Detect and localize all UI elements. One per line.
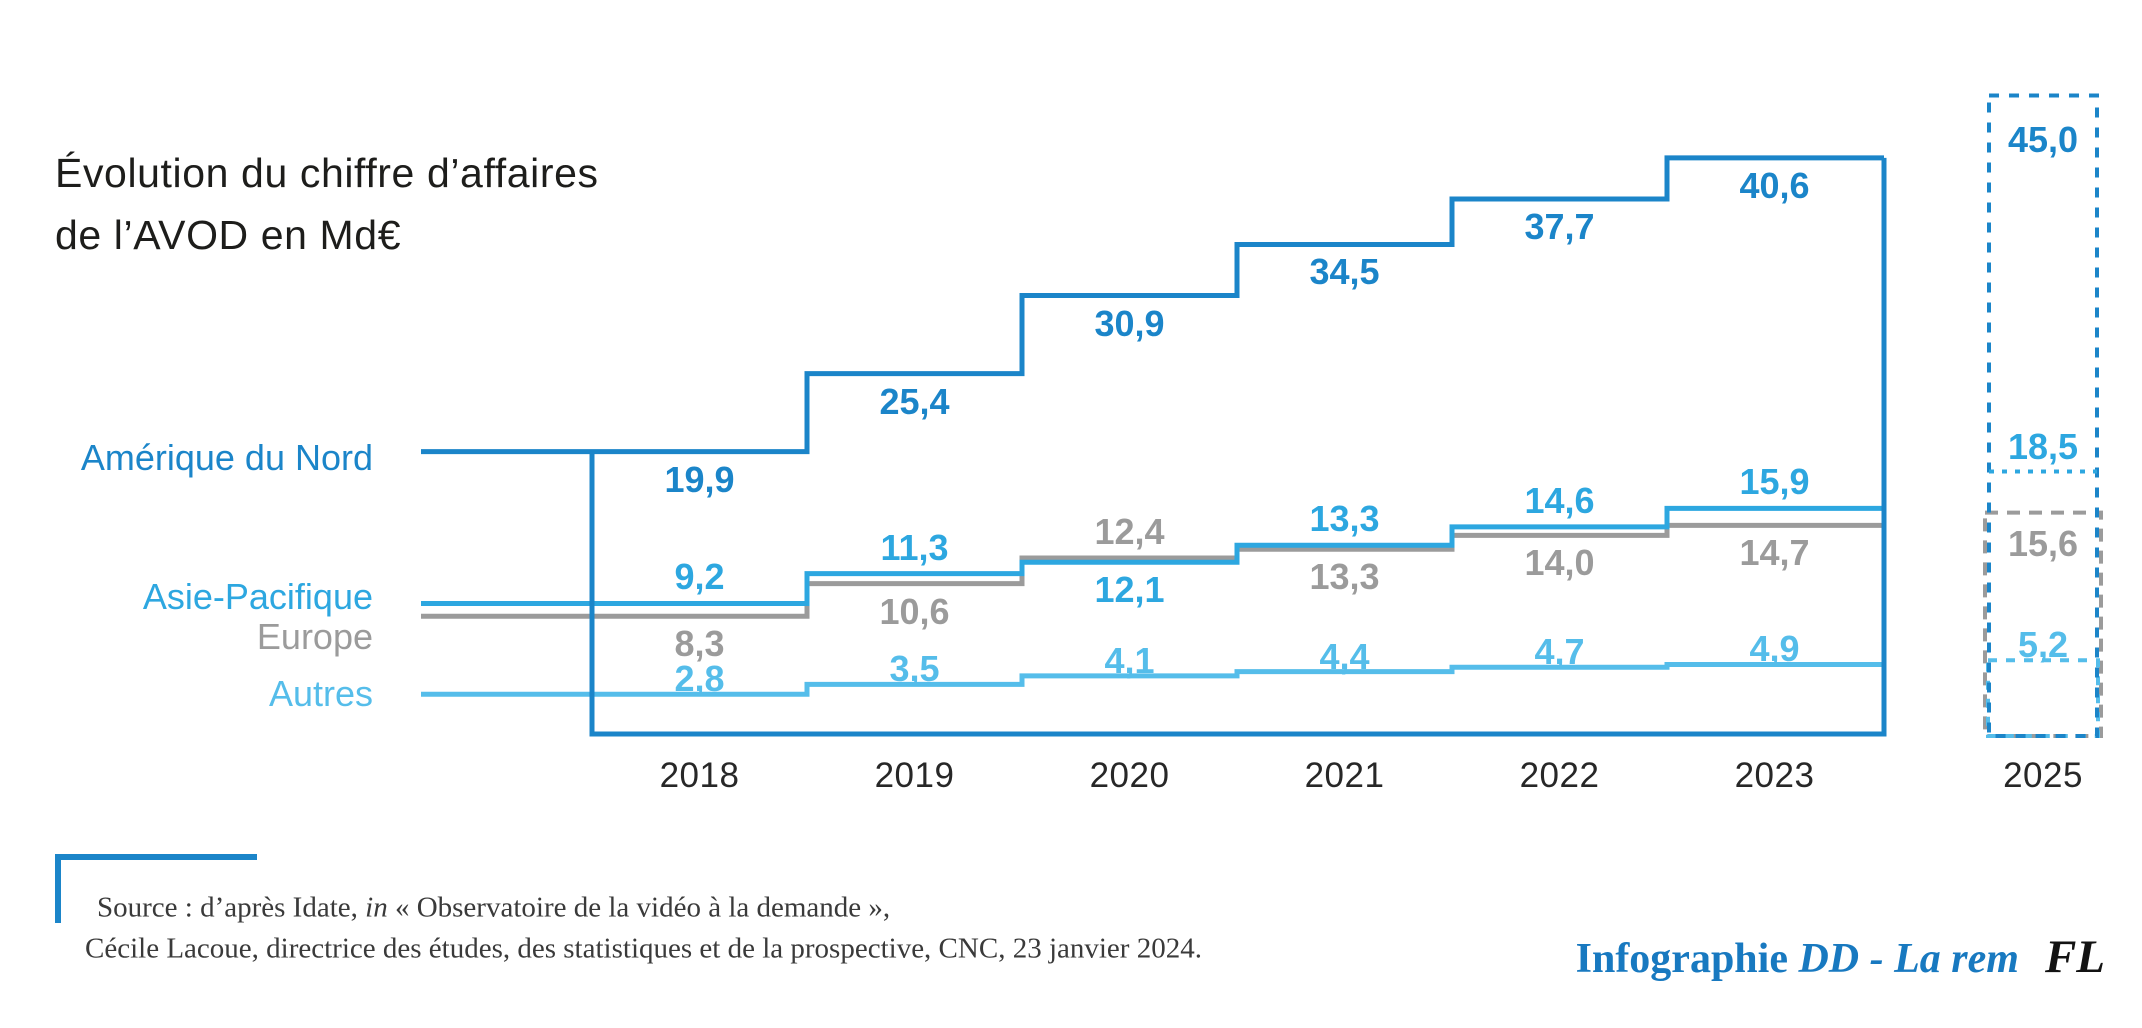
axis-label-2023: 2023 (1734, 756, 1815, 795)
series-label-europe: Europe (256, 616, 373, 657)
source-prefix: Source : d’après Idate, (97, 891, 366, 924)
value-label-2020: 12,4 (1094, 511, 1165, 553)
value-label-2019: 11,3 (880, 526, 949, 568)
value-label-2020: 30,9 (1094, 302, 1165, 344)
forecast-value-label: 5,2 (2017, 624, 2069, 666)
value-label-2023: 14,7 (1739, 532, 1810, 574)
series-label-asie-pacifique: Asie-Pacifique (142, 576, 373, 617)
value-label-2023: 40,6 (1739, 164, 1810, 206)
page-title-line-2: de l’AVOD en Md€ (55, 212, 402, 258)
credit-logo-fl: FL (2044, 931, 2105, 983)
forecast-value-label: 45,0 (2007, 119, 2079, 161)
value-label-2021: 34,5 (1309, 251, 1380, 293)
forecast-box-autres (1986, 658, 2100, 738)
value-label-2022: 4,7 (1534, 631, 1585, 673)
credit-author: DD - La rem (1798, 936, 2019, 982)
value-label-2019: 25,4 (879, 380, 950, 422)
value-label-2018: 19,9 (664, 458, 735, 500)
axis-label-2025: 2025 (2003, 756, 2083, 795)
source-text-line-2: Cécile Lacoue, directrice des études, de… (85, 932, 1202, 965)
credit-label: Infographie (1575, 936, 1799, 982)
value-label-2021: 13,3 (1309, 498, 1380, 540)
axis-label-2021: 2021 (1304, 756, 1385, 795)
value-label-2022: 37,7 (1524, 206, 1595, 248)
source-text-line-1: Source : d’après Idate, in « Observatoir… (97, 892, 890, 925)
value-label-2021: 13,3 (1309, 556, 1380, 598)
value-label-2019: 10,6 (879, 590, 950, 632)
value-label-2019: 3,5 (889, 648, 940, 690)
value-label-2022: 14,0 (1524, 542, 1595, 584)
value-label-2018: 8,3 (674, 623, 725, 665)
value-label-2021: 4,4 (1319, 635, 1370, 677)
value-label-2022: 14,6 (1524, 479, 1595, 521)
page-title: Évolution du chiffre d’affaires de l’AVO… (55, 142, 599, 266)
axis-label-2020: 2020 (1089, 756, 1170, 795)
series-label-autres: Autres (268, 673, 373, 714)
value-label-2023: 4,9 (1749, 628, 1800, 670)
series-line-autres (421, 661, 1884, 697)
source-bracket-horizontal (55, 854, 257, 860)
infographie-credit: Infographie DD - La rem FL (1576, 930, 2105, 984)
forecast-value-label: 15,6 (2007, 522, 2079, 564)
axis-label-2018: 2018 (659, 756, 740, 795)
axis-label-2022: 2022 (1519, 756, 1600, 795)
series-line-am-rique-du-nord (421, 155, 1884, 455)
series-line-asie-pacifique (421, 505, 1884, 606)
forecast-box-amerique-du-nord (1987, 93, 2099, 738)
source-suffix: « Observatoire de la vidéo à la demande … (387, 891, 891, 924)
axis-label-2019: 2019 (874, 756, 955, 795)
forecast-value-label: 18,5 (2007, 426, 2079, 468)
value-label-2020: 4,1 (1104, 639, 1155, 681)
chart-axis-outline (589, 157, 1887, 737)
series-label-amerique-du-nord: Amérique du Nord (80, 437, 373, 478)
value-label-2018: 2,8 (674, 658, 725, 700)
value-label-2023: 15,9 (1739, 461, 1810, 503)
value-label-2018: 9,2 (674, 556, 725, 598)
page-title-line-1: Évolution du chiffre d’affaires (55, 150, 599, 196)
source-bracket-vertical (55, 854, 61, 923)
value-label-2020: 12,1 (1094, 569, 1165, 611)
source-in-italic: in (365, 891, 388, 924)
